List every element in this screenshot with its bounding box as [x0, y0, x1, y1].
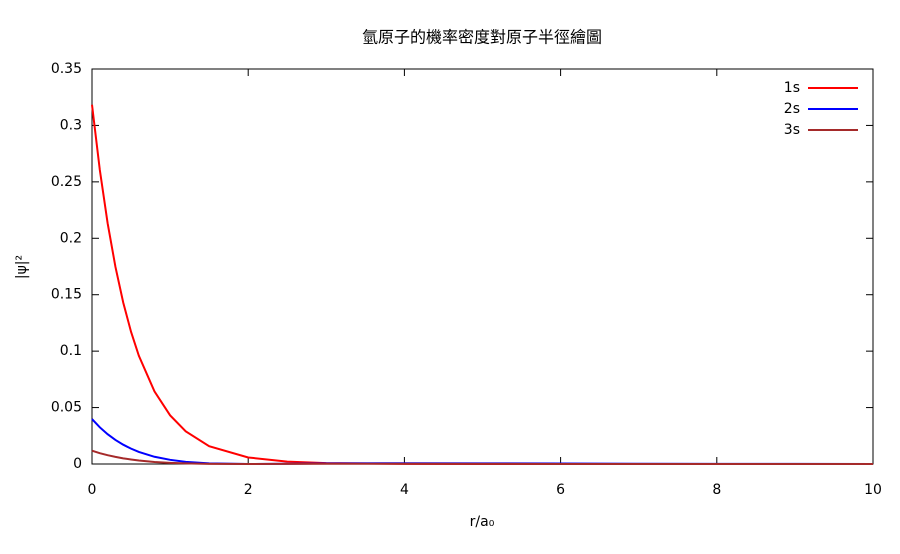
y-tick-label: 0.15 — [51, 287, 82, 303]
x-tick-label: 0 — [88, 482, 97, 498]
y-tick-label: 0.05 — [51, 400, 82, 416]
x-tick-label: 2 — [244, 482, 253, 498]
x-tick-label: 6 — [556, 482, 565, 498]
series-line — [91, 104, 873, 465]
legend-label: 1s — [784, 80, 800, 96]
y-tick-label: 0.25 — [51, 174, 82, 190]
y-tick-label: 0.35 — [51, 61, 82, 77]
chart-title: 氫原子的機率密度對原子半徑繪圖 — [362, 28, 602, 47]
legend-label: 2s — [784, 101, 800, 117]
y-axis-label: |ψ|² — [14, 255, 30, 279]
x-tick-label: 4 — [400, 482, 409, 498]
x-tick-label: 10 — [864, 482, 882, 498]
y-tick-label: 0.3 — [60, 117, 82, 133]
series-line — [91, 449, 873, 466]
y-tick-label: 0.2 — [60, 230, 82, 246]
plot-border — [91, 68, 874, 465]
y-tick-label: 0.1 — [60, 343, 82, 359]
y-tick-label: 0 — [73, 456, 82, 472]
x-tick-label: 8 — [712, 482, 721, 498]
legend-label: 3s — [784, 122, 800, 138]
x-axis-label: r/a₀ — [470, 514, 495, 530]
series-line — [91, 418, 874, 466]
